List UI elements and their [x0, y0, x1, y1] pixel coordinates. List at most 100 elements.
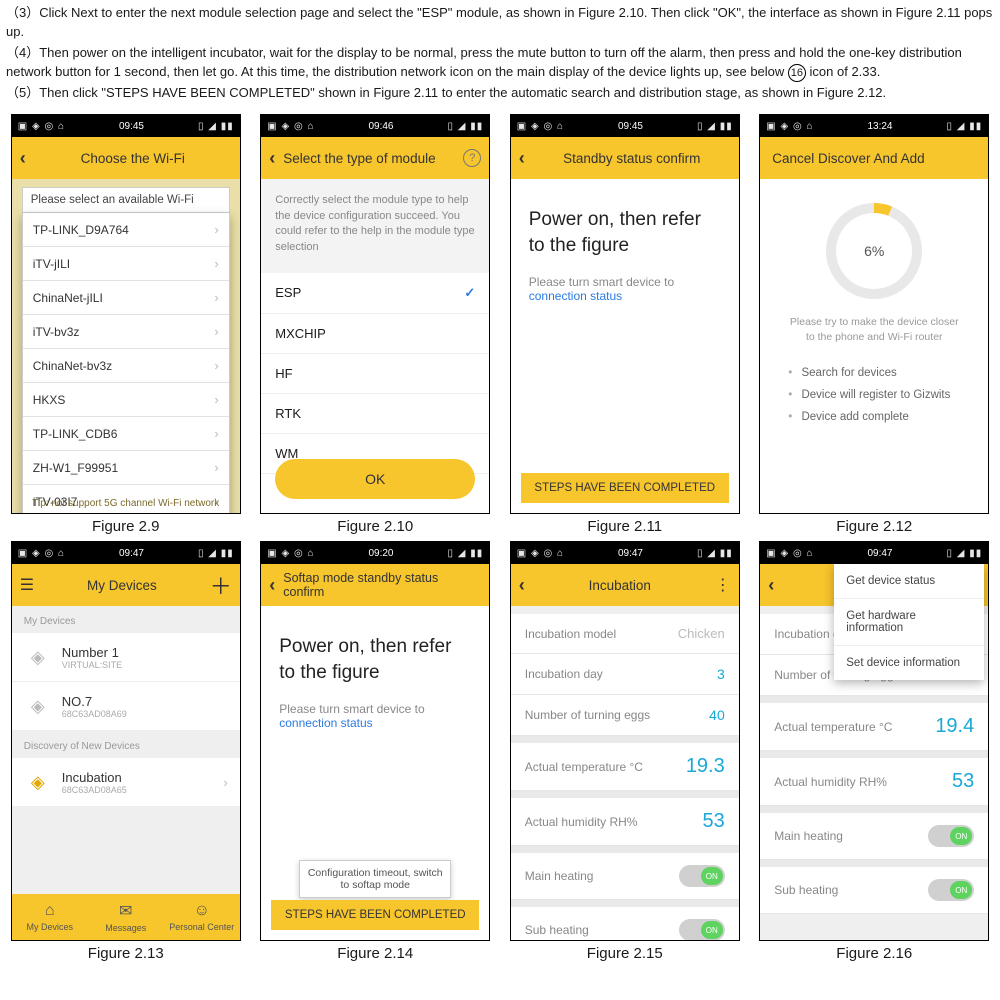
figure-2-15: ▣ ◈ ◎ ⌂ 09:47 ▯ ◢ ▮▮ ‹ Incubation ⋮ Incu… [507, 541, 743, 962]
device-row[interactable]: ◈ Incubation68C63AD08A65 › [12, 758, 240, 807]
figure-caption: Figure 2.10 [337, 518, 413, 535]
progress-donut: 6% [760, 179, 988, 309]
figure-caption: Figure 2.12 [836, 518, 912, 535]
toggle-switch[interactable]: ON [679, 865, 725, 887]
wifi-item[interactable]: TP-LINK_CDB6› [23, 416, 229, 450]
back-icon[interactable]: ‹ [20, 148, 26, 169]
progress-percent: 6% [836, 213, 912, 289]
wifi-item[interactable]: iTV-bv3z› [23, 314, 229, 348]
statusbar: ▣ ◈ ◎ ⌂ 09:45 ▯ ◢ ▮▮ [12, 115, 240, 137]
chevron-right-icon: › [214, 256, 218, 271]
discover-step: Device add complete [788, 411, 960, 423]
more-icon[interactable]: ⋮ [715, 575, 731, 595]
menu-item[interactable]: Set device information [834, 646, 984, 680]
toggle-row: Main heatingON [511, 853, 739, 900]
wifi-item[interactable]: ChinaNet-jILI› [23, 280, 229, 314]
screen-header: ‹ ⋮ Get device status Get hardware infor… [760, 564, 988, 606]
device-row[interactable]: ◈ Number 1VIRTUAL:SITE [12, 633, 240, 682]
inc-row: Actual humidity RH%53 [511, 798, 739, 846]
figure-caption: Figure 2.16 [836, 945, 912, 962]
power-on-message: Power on, then refer to the figure [511, 179, 739, 266]
steps-completed-button[interactable]: STEPS HAVE BEEN COMPLETED [521, 473, 729, 503]
toggle-switch[interactable]: ON [679, 919, 725, 940]
module-option[interactable]: HF [261, 354, 489, 394]
chevron-right-icon: › [214, 358, 218, 373]
discover-step: Device will register to Gizwits [788, 389, 960, 401]
module-option[interactable]: MXCHIP [261, 314, 489, 354]
wifi-item[interactable]: ChinaNet-bv3z› [23, 348, 229, 382]
clock: 13:24 [867, 121, 892, 132]
tab-personal-center[interactable]: ☺Personal Center [164, 894, 240, 940]
back-icon[interactable]: ‹ [269, 148, 275, 169]
module-option[interactable]: ESP✓ [261, 273, 489, 314]
chevron-right-icon: › [223, 775, 227, 790]
back-icon[interactable]: ‹ [768, 575, 774, 596]
statusbar: ▣ ◈ ◎ ⌂ 09:47 ▯ ◢ ▮▮ [12, 542, 240, 564]
toggle-row: Sub heatingON [511, 907, 739, 940]
section-label: Discovery of New Devices [12, 731, 240, 758]
figure-caption: Figure 2.11 [587, 518, 662, 535]
check-icon: ✓ [464, 285, 475, 301]
timeout-toast: Configuration timeout, switch to softap … [299, 860, 451, 898]
chevron-right-icon: › [214, 460, 218, 475]
menu-icon[interactable]: ☰ [20, 575, 34, 595]
back-icon[interactable]: ‹ [519, 148, 525, 169]
user-icon: ☺ [194, 902, 210, 920]
figure-2-9: ▣ ◈ ◎ ⌂ 09:45 ▯ ◢ ▮▮ ‹ Choose the Wi-Fi … [8, 114, 244, 535]
screen-header: ‹ Incubation ⋮ [511, 564, 739, 606]
tab-my-devices[interactable]: ⌂My Devices [12, 894, 88, 940]
section-label: My Devices [12, 606, 240, 633]
header-title: Choose the Wi-Fi [34, 151, 232, 166]
chevron-right-icon: › [214, 426, 218, 441]
steps-completed-button[interactable]: STEPS HAVE BEEN COMPLETED [271, 900, 479, 930]
devices-icon: ⌂ [45, 902, 55, 920]
statusbar: ▣ ◈ ◎ ⌂ 09:45 ▯ ◢ ▮▮ [511, 115, 739, 137]
figure-2-10: ▣ ◈ ◎ ⌂ 09:46 ▯ ◢ ▮▮ ‹ Select the type o… [258, 114, 494, 535]
statusbar: ▣ ◈ ◎ ⌂ 09:46 ▯ ◢ ▮▮ [261, 115, 489, 137]
back-icon[interactable]: ‹ [519, 575, 525, 596]
instruction-step-3: （3）Click Next to enter the next module s… [6, 4, 994, 42]
toggle-row: Sub heatingON [760, 867, 988, 914]
module-option[interactable]: RTK [261, 394, 489, 434]
header-title: Incubation [533, 578, 707, 593]
wifi-dropdown[interactable]: TP-LINK_D9A764› iTV-jILI› ChinaNet-jILI›… [22, 213, 230, 513]
instruction-step-5: （5）Then click "STEPS HAVE BEEN COMPLETED… [6, 84, 994, 103]
header-title: My Devices [42, 578, 202, 593]
wifi-prompt: Please select an available Wi-Fi [22, 187, 230, 213]
figure-2-12: ▣ ◈ ◎ ⌂ 13:24 ▯ ◢ ▮▮ Cancel Discover And… [757, 114, 993, 535]
figure-row-2: ▣ ◈ ◎ ⌂ 09:47 ▯ ◢ ▮▮ ☰ My Devices ＋ My D… [0, 541, 1000, 962]
toggle-switch[interactable]: ON [928, 879, 974, 901]
screen-header: ‹ Standby status confirm [511, 137, 739, 179]
screen-header: ☰ My Devices ＋ [12, 564, 240, 606]
figure-2-11: ▣ ◈ ◎ ⌂ 09:45 ▯ ◢ ▮▮ ‹ Standby status co… [507, 114, 743, 535]
menu-item[interactable]: Get hardware information [834, 599, 984, 646]
header-title: Cancel Discover And Add [768, 151, 980, 166]
device-cube-icon: ◈ [24, 768, 52, 796]
wifi-item[interactable]: ZH-W1_F99951› [23, 450, 229, 484]
wifi-item[interactable]: HKXS› [23, 382, 229, 416]
device-context-menu: Get device status Get hardware informati… [834, 564, 984, 680]
menu-item[interactable]: Get device status [834, 564, 984, 599]
wifi-item[interactable]: TP-LINK_D9A764› [23, 213, 229, 246]
clock: 09:47 [867, 548, 892, 559]
device-row[interactable]: ◈ NO.768C63AD08A69 [12, 682, 240, 731]
inc-row: Actual temperature °C19.4 [760, 703, 988, 751]
connection-status-link[interactable]: connection status [279, 716, 372, 730]
inc-row: Actual temperature °C19.3 [511, 743, 739, 791]
instruction-step-4: （4）Then power on the intelligent incubat… [6, 44, 994, 82]
add-device-icon[interactable]: ＋ [210, 569, 232, 601]
back-icon[interactable]: ‹ [269, 575, 275, 596]
figure-caption: Figure 2.9 [92, 518, 160, 535]
connection-status-link[interactable]: connection status [529, 289, 622, 303]
discover-steps-list: Search for devices Device will register … [760, 367, 988, 423]
help-icon[interactable]: ? [463, 149, 481, 167]
screen-header: ‹ Choose the Wi-Fi [12, 137, 240, 179]
toggle-switch[interactable]: ON [928, 825, 974, 847]
clock: 09:47 [618, 548, 643, 559]
ok-button[interactable]: OK [275, 459, 475, 499]
figure-caption: Figure 2.13 [88, 945, 164, 962]
wifi-item[interactable]: iTV-jILI› [23, 246, 229, 280]
tab-messages[interactable]: ✉Messages [88, 894, 164, 940]
inc-row[interactable]: Incubation modelChicken [511, 614, 739, 654]
toggle-row: Main heatingON [760, 813, 988, 860]
